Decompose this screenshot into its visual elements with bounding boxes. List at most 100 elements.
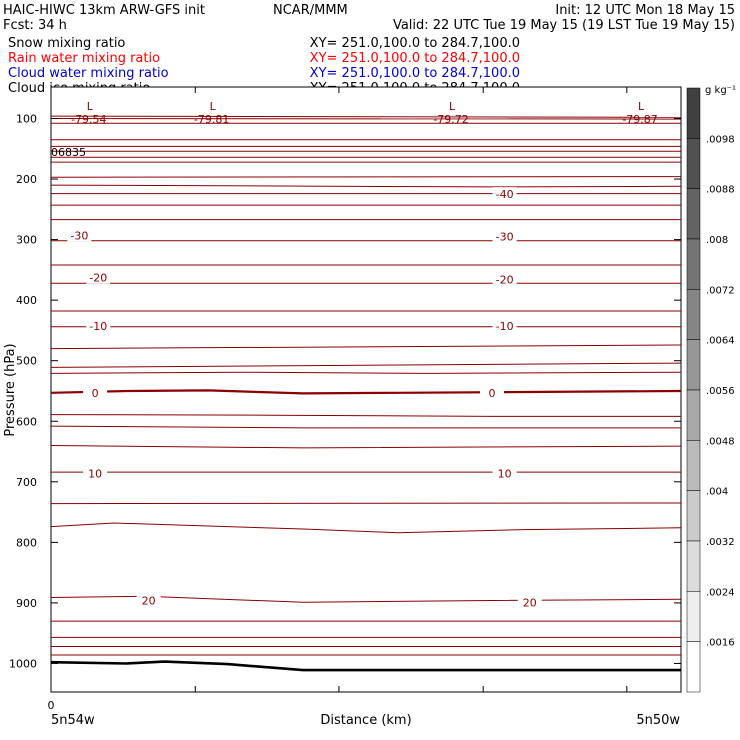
contour-label-bg bbox=[492, 229, 517, 243]
x-start-label: 5n54w bbox=[51, 713, 95, 728]
field-name: Rain water mixing ratio bbox=[8, 51, 160, 66]
ground-surface bbox=[50, 660, 681, 672]
plot-frame bbox=[50, 86, 682, 693]
x-axis-label: Distance (km) bbox=[320, 713, 411, 728]
contour-line bbox=[50, 115, 682, 118]
contour-label: -40 bbox=[496, 188, 514, 201]
field-section: XY= 251.0,100.0 to 284.7,100.0 bbox=[310, 51, 520, 66]
low-marker-value: -79.72 bbox=[433, 113, 468, 126]
colorbar-bin bbox=[686, 138, 701, 189]
forecast-hour: Fcst: 34 h bbox=[3, 18, 67, 33]
y-tick-label: 700 bbox=[16, 476, 37, 489]
contour-label: 0 bbox=[92, 387, 99, 400]
colorbar-label: .0088 bbox=[706, 185, 735, 196]
y-tick-label: 100 bbox=[16, 113, 37, 126]
colorbar-bin bbox=[686, 389, 701, 441]
y-tick-label: 200 bbox=[16, 173, 37, 186]
annotation-text: 06835 bbox=[51, 146, 86, 159]
colorbar-bin bbox=[686, 339, 701, 391]
y-tick-label: 500 bbox=[16, 355, 37, 368]
contour-label: 10 bbox=[498, 467, 512, 480]
colorbar-unit: g kg⁻¹ bbox=[705, 85, 736, 96]
field-name: Cloud water mixing ratio bbox=[8, 66, 169, 81]
contour-label-bg bbox=[83, 466, 108, 480]
contour-line bbox=[50, 176, 682, 178]
colorbar-bin bbox=[686, 440, 701, 491]
contour-label: 0 bbox=[489, 387, 496, 400]
low-marker-value: -79.81 bbox=[194, 113, 229, 126]
y-axis-label: Pressure (hPa) bbox=[3, 343, 18, 436]
contour-label-bg bbox=[83, 385, 108, 399]
contour-line bbox=[50, 118, 682, 120]
contour-label: -30 bbox=[70, 229, 88, 242]
low-marker-value: -79.87 bbox=[622, 113, 657, 126]
contour-label-bg bbox=[492, 272, 517, 286]
contour-label-bg bbox=[492, 319, 517, 333]
zero-contour bbox=[50, 389, 682, 395]
field-section: XY= 251.0,100.0 to 284.7,100.0 bbox=[310, 66, 520, 81]
colorbar-label: .0048 bbox=[706, 436, 735, 447]
colorbar-label: .0024 bbox=[706, 587, 735, 598]
low-marker-label: L bbox=[210, 100, 217, 113]
contour-line bbox=[50, 344, 682, 350]
low-markers: L-79.54L-79.81L-79.72L-79.87 bbox=[71, 100, 658, 126]
colorbar-label: .0032 bbox=[706, 537, 735, 548]
colorbar-bin bbox=[686, 289, 701, 340]
colorbar-label: .0064 bbox=[706, 336, 735, 347]
contour-line bbox=[50, 425, 681, 429]
contour-label: -30 bbox=[496, 231, 514, 244]
colorbar-bin bbox=[686, 540, 701, 592]
contour-line bbox=[50, 522, 682, 534]
colorbar-bin bbox=[686, 641, 701, 693]
contour-label: -10 bbox=[89, 320, 107, 333]
low-marker-label: L bbox=[87, 100, 94, 113]
colorbar: .0098 .0088 .008 .0072 .0064 .0056 .0048 .004 .0… bbox=[686, 87, 735, 693]
low-marker-value: -79.54 bbox=[71, 113, 106, 126]
contour-label: -10 bbox=[496, 320, 514, 333]
contour-line bbox=[50, 502, 682, 505]
contour-label: -20 bbox=[89, 272, 107, 285]
contour-line bbox=[50, 445, 682, 449]
colorbar-label: .0016 bbox=[706, 638, 735, 649]
contour-label-bg bbox=[517, 595, 542, 609]
colorbar-bin bbox=[686, 238, 701, 290]
contour-line bbox=[50, 362, 682, 368]
contour-label-bg bbox=[492, 466, 517, 480]
contour-label-bg bbox=[86, 319, 111, 333]
colorbar-label: .0056 bbox=[706, 386, 735, 397]
contour-lines bbox=[50, 115, 682, 672]
contour-label: 20 bbox=[523, 596, 537, 609]
x-axis: 0 bbox=[48, 87, 628, 712]
contour-label: -20 bbox=[496, 274, 514, 287]
contour-label-bg bbox=[136, 593, 161, 607]
institution-label: NCAR/MMM bbox=[273, 3, 348, 18]
y-tick-label: 600 bbox=[16, 415, 37, 428]
low-marker-label: L bbox=[449, 100, 456, 113]
contour-labels: -40 -30 -30 -20 -20 -10 -10 0 0 10 10 20 20 bbox=[67, 187, 542, 609]
colorbar-label: .0098 bbox=[706, 134, 735, 145]
colorbar-bin bbox=[686, 591, 701, 642]
contour-label-bg bbox=[67, 228, 92, 242]
y-tick-label: 300 bbox=[16, 234, 37, 247]
contour-line bbox=[50, 414, 681, 417]
y-tick-label: 1000 bbox=[9, 657, 37, 670]
colorbar-label: .008 bbox=[706, 235, 728, 246]
field-name: Snow mixing ratio bbox=[8, 36, 125, 51]
contour-label-bg bbox=[492, 187, 517, 201]
contour-label-bg bbox=[86, 270, 111, 284]
contour-line bbox=[50, 595, 682, 603]
contour-label-bg bbox=[480, 385, 504, 399]
x-tick-label: 0 bbox=[48, 699, 55, 712]
y-tick-label: 800 bbox=[16, 536, 37, 549]
field-section: XY= 251.0,100.0 to 284.7,100.0 bbox=[310, 36, 520, 51]
x-end-label: 5n50w bbox=[636, 713, 680, 728]
model-title: HAIC-HIWC 13km ARW-GFS init bbox=[3, 3, 205, 18]
colorbar-bin bbox=[686, 188, 701, 240]
contour-line bbox=[50, 371, 682, 374]
contour-line bbox=[50, 184, 682, 188]
contour-label: 10 bbox=[88, 467, 102, 480]
y-tick-label: 400 bbox=[16, 294, 37, 307]
contour-label: 20 bbox=[142, 594, 156, 607]
